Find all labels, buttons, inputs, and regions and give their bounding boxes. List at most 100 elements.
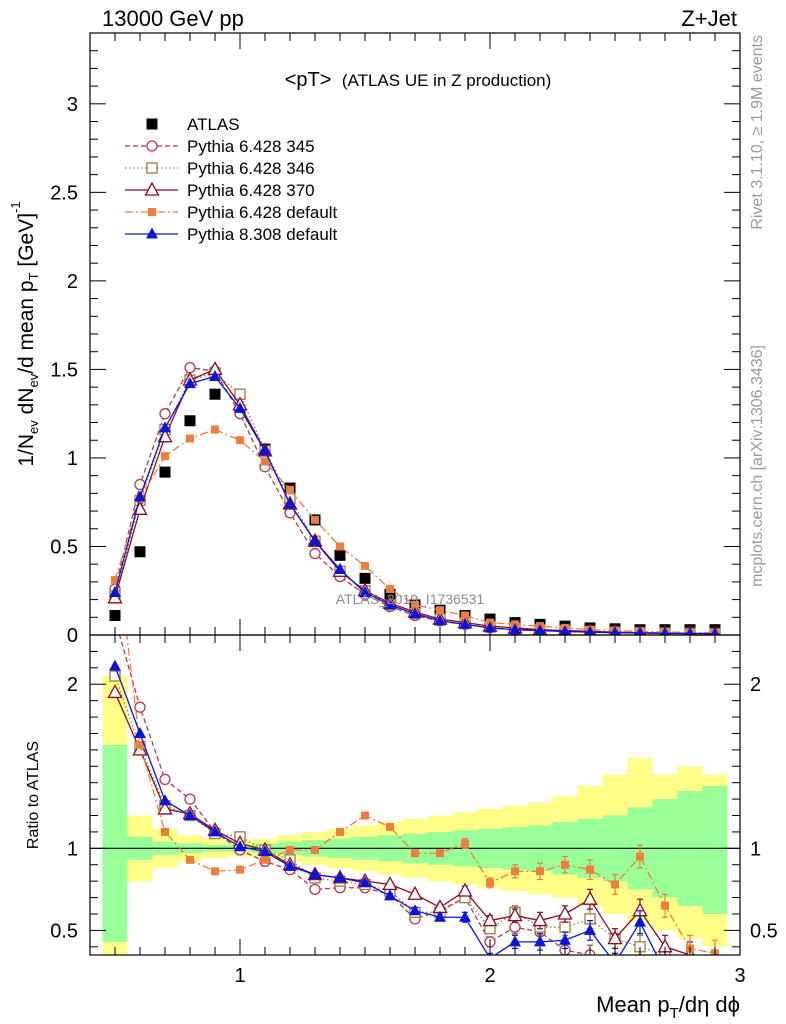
ratio-point-p345 [635, 961, 645, 971]
legend-marker-p370 [144, 181, 160, 196]
y-axis-label-part: ev [26, 420, 41, 434]
y-axis-label-part: /d mean p [15, 280, 38, 373]
ratio-point-p6def [436, 849, 444, 858]
data-point-atlas [334, 549, 346, 561]
ratio-y-axis-label: Ratio to ATLAS [25, 741, 42, 849]
ratio-point-p6def [386, 823, 394, 831]
y-axis-label-part: T [26, 272, 41, 280]
ratio-panel: 0.5 0.5 1 1 2 2 1 2 3 Ratio to ATLAS Mean pT/dη … [25, 634, 778, 1022]
y-tick-label: 2 [67, 271, 78, 293]
data-point-p6def [286, 485, 294, 494]
y-axis-label-part: [GeV] [15, 213, 38, 273]
ratio-point-p370 [507, 907, 523, 922]
ratio-point-p8def [234, 840, 246, 852]
data-point-p8def [459, 617, 471, 629]
legend-marker-p345 [146, 140, 158, 152]
ratio-point-p8def [509, 935, 521, 947]
ratio-point-p8def [209, 825, 221, 837]
ratio-point-p370 [407, 885, 423, 900]
rivet-label: Rivet 3.1.10, ≥ 1.9M events [749, 35, 766, 230]
data-point-p6def [161, 452, 169, 461]
data-point-p6def [311, 515, 319, 524]
ratio-point-p370 [532, 912, 548, 927]
data-point-p8def [334, 562, 346, 574]
data-point-p6def [411, 600, 419, 609]
ratio-point-p346 [559, 921, 571, 933]
y-tick-label: 0 [67, 625, 78, 647]
ratio-point-p8def [559, 933, 571, 945]
y-tick-label: 2.5 [50, 182, 78, 204]
ratio-point-p345 [710, 975, 720, 985]
ratio-series-p8def [109, 659, 658, 955]
y-axis-label-part: 1/N [15, 434, 38, 467]
legend-marker-p8def [146, 227, 158, 239]
ratio-point-p345 [184, 793, 196, 805]
ratio-point-p370 [482, 912, 498, 927]
data-point-p8def [309, 534, 321, 546]
ratio-point-p8def [359, 876, 371, 888]
ratio-point-p8def [384, 889, 396, 901]
x-axis-label: Mean pT/dη dϕ [596, 992, 740, 1022]
data-point-p8def [610, 626, 620, 635]
ratio-point-p345 [660, 966, 670, 976]
data-point-p8def [685, 627, 695, 635]
data-point-p6def [361, 561, 369, 570]
data-point-p6def [186, 434, 194, 443]
ratio-point-p6def [136, 740, 144, 749]
ratio-y-tick-label-right: 0.5 [750, 920, 778, 942]
ratio-point-p370 [714, 954, 716, 955]
data-point-atlas [109, 610, 121, 622]
legend-label-p345: Pythia 6.428 345 [187, 137, 315, 156]
y-axis-label-part: -1 [8, 201, 23, 213]
data-point-p6def [236, 436, 244, 445]
ratio-y-tick-label-right: 1 [750, 838, 761, 860]
data-point-p8def [710, 627, 720, 635]
ratio-point-p6def [211, 867, 219, 876]
data-point-p6def [436, 606, 444, 615]
uncertainty-bands [102, 676, 728, 955]
chart-title-sub: (ATLAS UE in Z production) [342, 71, 551, 90]
ratio-point-p8def [109, 659, 121, 671]
data-point-p8def [434, 614, 446, 626]
ratio-point-p6def [261, 855, 269, 864]
data-point-p8def [259, 444, 271, 456]
ratio-point-p346 [109, 670, 121, 682]
ratio-point-p346 [710, 966, 720, 976]
ratio-point-p8def [284, 859, 296, 871]
main-panel: 0 0.5 1 1.5 2 2.5 3 ATLAS_2019_I1736531 <pT> (… [8, 32, 741, 647]
header-right: Z+Jet [681, 6, 737, 31]
ratio-point-p8def [584, 923, 596, 935]
top-y-axis-label: 1/Nev dNev/d mean pT [GeV]-1 [8, 201, 41, 466]
ratio-point-p8def [309, 868, 321, 880]
ratio-point-p345 [685, 971, 695, 981]
legend-label-p370: Pythia 6.428 370 [187, 181, 315, 200]
ratio-point-p6def [636, 852, 644, 861]
data-point-p345 [159, 408, 171, 420]
ratio-point-p370 [157, 800, 173, 815]
data-point-p6def [211, 425, 219, 434]
chart-title: <pT> (ATLAS UE in Z production) [285, 69, 552, 91]
ratio-point-p8def [184, 809, 196, 821]
ratio-y-tick-label-left: 2 [67, 674, 78, 696]
data-point-p8def [134, 490, 146, 502]
ratio-point-p370 [582, 890, 598, 905]
mcplots-label: mcplots.cern.ch [arXiv:1306.3436] [749, 345, 766, 587]
ratio-point-p6def [236, 865, 244, 874]
data-point-p345 [309, 547, 321, 560]
ratio-y-tick-label-left: 1 [67, 838, 78, 860]
ratio-point-p370 [607, 930, 623, 945]
watermark: ATLAS_2019_I1736531 [336, 591, 485, 607]
ratio-point-p8def [134, 726, 146, 738]
ratio-point-p345 [134, 701, 146, 713]
bottom-frame [89, 634, 741, 956]
x-axis-label-part: /dη dϕ [679, 992, 740, 1017]
data-point-p8def [359, 586, 371, 598]
data-point-atlas [209, 388, 221, 400]
legend-label-p6def: Pythia 6.428 default [187, 203, 338, 222]
ratio-point-p370 [457, 882, 473, 897]
data-point-p345 [184, 361, 196, 374]
ratio-point-p6def [461, 839, 469, 848]
data-point-atlas [359, 572, 371, 584]
ratio-series-p6def [126, 635, 719, 955]
